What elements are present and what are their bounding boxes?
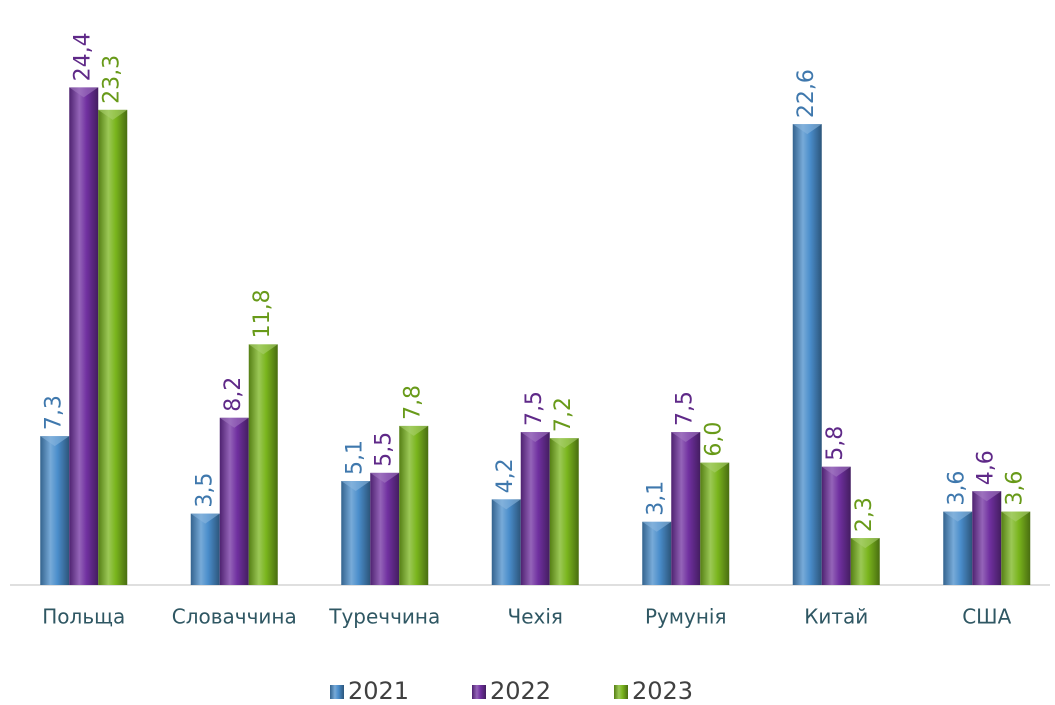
bar [700, 462, 730, 585]
value-label: 6,0 [702, 422, 727, 457]
value-label: 3,1 [644, 481, 669, 516]
bar-top [549, 438, 579, 449]
bar-top [520, 432, 550, 443]
legend-label: 2021 [348, 677, 409, 705]
x-tick-label: Туреччина [328, 605, 440, 629]
x-tick-label: Словаччина [172, 605, 297, 629]
value-label: 22,6 [794, 69, 819, 118]
bar-top [642, 521, 672, 532]
bar-top [700, 462, 730, 473]
bar [248, 344, 278, 585]
bar [69, 87, 99, 586]
bar-top [972, 491, 1002, 502]
bar [399, 425, 429, 585]
bar [549, 438, 579, 585]
x-tick-label: США [962, 605, 1011, 629]
value-label: 7,5 [522, 391, 547, 426]
value-label: 11,8 [250, 289, 275, 338]
bar-top [69, 87, 99, 98]
bar-top [491, 499, 521, 510]
value-label: 2,3 [852, 497, 877, 532]
bar [943, 511, 973, 585]
bar [98, 109, 128, 585]
legend-label: 2023 [632, 677, 693, 705]
bar-top [850, 538, 880, 549]
value-label: 5,1 [343, 440, 368, 475]
bar [520, 432, 550, 585]
legend-swatch [472, 685, 486, 699]
value-label: 7,8 [401, 385, 426, 420]
legend-swatch [614, 685, 628, 699]
bar-top [248, 344, 278, 355]
bar-top [671, 432, 701, 443]
value-label: 7,5 [673, 391, 698, 426]
value-label: 24,4 [71, 32, 96, 81]
x-tick-label: Румунія [645, 605, 726, 629]
bar-top [219, 417, 249, 428]
bar-top [792, 124, 822, 135]
x-tick-label: Польща [42, 605, 125, 629]
value-label: 3,6 [1003, 471, 1028, 506]
value-label: 23,3 [100, 55, 125, 104]
value-label: 7,3 [42, 395, 67, 430]
value-label: 3,5 [192, 473, 217, 508]
legend-swatch [330, 685, 344, 699]
bar [642, 521, 672, 585]
bar [671, 432, 701, 585]
value-label: 4,2 [493, 458, 518, 493]
bar-top [1001, 511, 1031, 522]
bar [190, 513, 220, 585]
bar-top [370, 472, 400, 483]
value-label: 5,8 [823, 426, 848, 461]
value-label: 5,5 [372, 432, 397, 467]
value-label: 4,6 [974, 450, 999, 485]
bar [40, 436, 70, 585]
bar [370, 472, 400, 585]
value-label: 3,6 [945, 471, 970, 506]
bar [792, 124, 822, 585]
value-label: 8,2 [221, 377, 246, 412]
x-tick-label: Китай [804, 605, 868, 629]
bar-top [821, 466, 851, 477]
bar [1001, 511, 1031, 585]
bar [972, 491, 1002, 585]
bar-top [98, 109, 128, 120]
value-label: 7,2 [551, 397, 576, 432]
bar [491, 499, 521, 585]
bar [341, 480, 371, 585]
bar [219, 417, 249, 585]
legend-label: 2022 [490, 677, 551, 705]
bar-top [190, 513, 220, 524]
bar-top [40, 436, 70, 447]
bar [821, 466, 851, 585]
x-tick-label: Чехія [508, 605, 563, 629]
bar-top [399, 425, 429, 436]
bar-top [341, 480, 371, 491]
bar-top [943, 511, 973, 522]
